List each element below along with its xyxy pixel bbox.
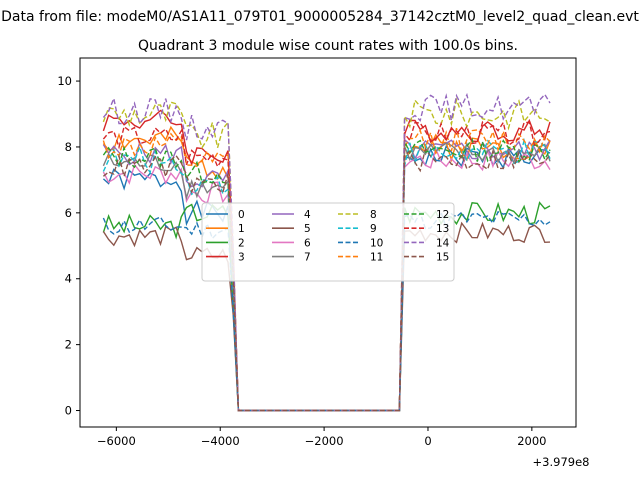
- series-line-8: [102, 97, 551, 412]
- x-tick-label: 2000: [517, 434, 546, 448]
- legend-box: [201, 202, 455, 282]
- legend-label-5: 5: [304, 223, 311, 235]
- x-tick-label: 0: [424, 434, 431, 448]
- x-tick-label: −4000: [201, 434, 240, 448]
- plot-area-frame: [79, 57, 577, 428]
- chart-title-line2: Quadrant 3 module wise count rates with …: [138, 38, 518, 54]
- legend-label-0: 0: [238, 209, 245, 221]
- series-line-15: [102, 147, 551, 412]
- x-axis: −6000 −4000 −2000 0 2000: [97, 427, 546, 448]
- legend-label-15: 15: [436, 252, 449, 264]
- legend-label-10: 10: [370, 237, 383, 249]
- legend-label-11: 11: [370, 252, 383, 264]
- legend-label-4: 4: [304, 209, 311, 221]
- x-tick-label: −2000: [305, 434, 344, 448]
- y-axis: 0 2 4 6 8 10: [57, 74, 80, 418]
- legend-label-14: 14: [436, 237, 450, 249]
- chart-title-line1: Data from file: modeM0/AS1A11_079T01_900…: [1, 9, 639, 25]
- legend-label-1: 1: [238, 223, 245, 235]
- legend-label-3: 3: [238, 252, 245, 264]
- legend-label-8: 8: [370, 209, 377, 221]
- legend-label-2: 2: [238, 237, 245, 249]
- y-tick-label: 10: [57, 74, 72, 88]
- series-line-13: [102, 120, 551, 412]
- legend-label-7: 7: [304, 252, 311, 264]
- series-line-14: [102, 92, 551, 412]
- x-axis-offset-label: +3.979e8: [533, 455, 590, 469]
- x-tick-label: −6000: [97, 434, 136, 448]
- legend-label-9: 9: [370, 223, 377, 235]
- y-tick-label: 0: [65, 404, 72, 418]
- legend-label-12: 12: [436, 209, 449, 221]
- legend-label-6: 6: [304, 237, 311, 249]
- y-tick-label: 6: [65, 206, 72, 220]
- legend-label-13: 13: [436, 223, 449, 235]
- y-tick-label: 8: [65, 140, 72, 154]
- y-tick-label: 4: [65, 272, 72, 286]
- y-tick-label: 2: [65, 338, 72, 352]
